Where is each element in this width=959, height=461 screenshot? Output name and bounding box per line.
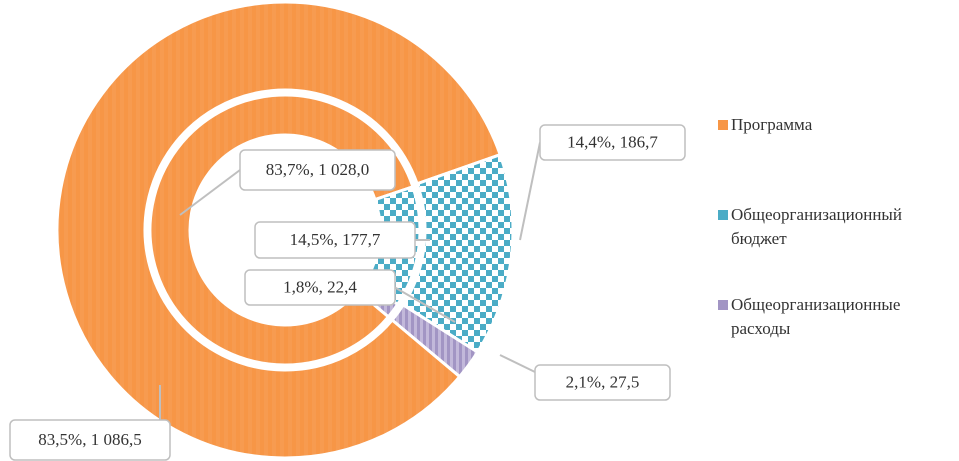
label-box — [534, 364, 671, 401]
donut-segment — [390, 302, 480, 379]
label-box — [9, 419, 171, 461]
data-label: 14,4%, 186,7 — [567, 132, 658, 151]
donut-segment — [55, 0, 503, 460]
legend-swatch — [718, 120, 728, 130]
legend-label: Общеорганизационный бюджет — [731, 205, 902, 248]
data-label: 2,1%, 27,5 — [566, 372, 640, 391]
leader-line — [519, 142, 541, 241]
label-box — [539, 124, 686, 161]
donut-segment — [148, 93, 415, 367]
legend-item: Программа — [718, 113, 958, 137]
label-box — [244, 269, 396, 306]
label-box — [239, 149, 396, 191]
legend-swatch — [718, 210, 728, 220]
data-label: 14,5%, 177,7 — [290, 230, 381, 249]
legend-item: Общеорганизационный бюджет — [718, 203, 958, 251]
legend-label: Программа — [731, 115, 813, 134]
data-label: 83,7%, 1 028,0 — [266, 160, 369, 179]
legend-swatch — [718, 300, 728, 310]
legend-item: Общеорганизационные расходы — [718, 293, 958, 341]
data-label: 1,8%, 22,4 — [283, 277, 357, 296]
leader-line — [499, 354, 536, 373]
data-label: 83,5%, 1 086,5 — [38, 430, 141, 449]
leader-line — [394, 286, 456, 323]
label-box — [254, 221, 416, 259]
leader-line — [179, 169, 241, 216]
legend-label: Общеорганизационные расходы — [731, 295, 901, 338]
